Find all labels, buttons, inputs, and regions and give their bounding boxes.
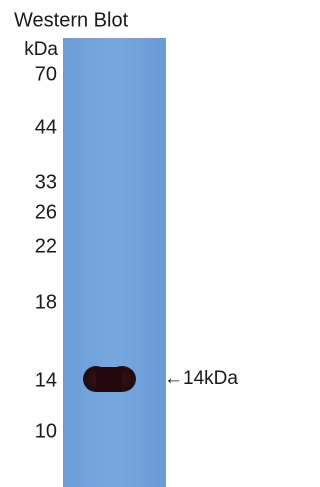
marker-label: 10 <box>35 420 57 442</box>
marker-label: 44 <box>35 116 57 138</box>
marker-label: 18 <box>35 291 57 313</box>
band-label: ←14kDa <box>164 368 238 389</box>
blot-figure: Western Blot kDa 70 44 33 26 22 18 14 10… <box>0 0 270 487</box>
lane <box>63 38 166 487</box>
unit-label: kDa <box>24 39 58 60</box>
marker-label: 22 <box>35 235 57 257</box>
marker-label: 70 <box>35 63 57 85</box>
marker-label: 26 <box>35 201 57 223</box>
marker-label: 33 <box>35 171 57 193</box>
title: Western Blot <box>14 9 129 31</box>
marker-label: 14 <box>35 369 57 391</box>
band <box>96 367 122 392</box>
